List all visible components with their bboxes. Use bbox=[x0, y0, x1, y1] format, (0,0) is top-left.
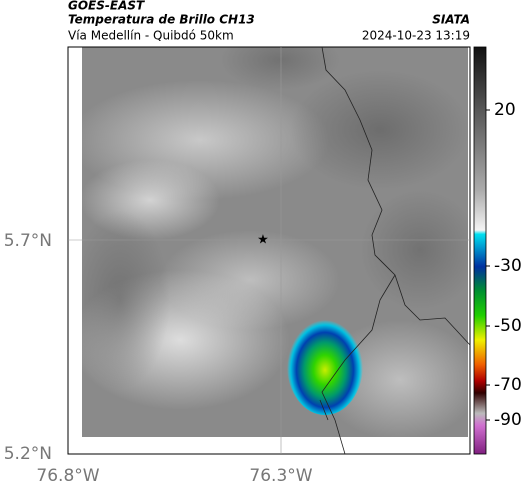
border bbox=[319, 46, 471, 455]
datetime: 2024-10-23 13:19 bbox=[362, 29, 470, 43]
colorbar-ticks: 20 -30 -50 -70 -90 bbox=[486, 100, 522, 430]
lat-label: 5.2°N bbox=[4, 444, 52, 464]
colorbar bbox=[473, 46, 487, 455]
colorbar-label: 20 bbox=[494, 100, 516, 120]
location-marker: ★ bbox=[257, 233, 269, 248]
colorbar-label: -90 bbox=[494, 410, 522, 430]
colorbar-label: -30 bbox=[494, 256, 522, 276]
colorbar-label: -50 bbox=[494, 316, 522, 336]
source: SIATA bbox=[432, 13, 470, 27]
title: Temperatura de Brillo CH13 bbox=[68, 13, 255, 27]
lon-label: 76.3°W bbox=[249, 466, 312, 486]
map-frame bbox=[67, 46, 471, 455]
colorbar-label: -70 bbox=[494, 375, 522, 395]
subtitle: Vía Medellín - Quibdó 50km bbox=[68, 29, 234, 43]
product: GOES-EAST bbox=[68, 0, 145, 13]
lat-label: 5.7°N bbox=[4, 231, 52, 251]
lon-label: 76.8°W bbox=[36, 466, 99, 486]
satellite-image bbox=[82, 47, 468, 437]
